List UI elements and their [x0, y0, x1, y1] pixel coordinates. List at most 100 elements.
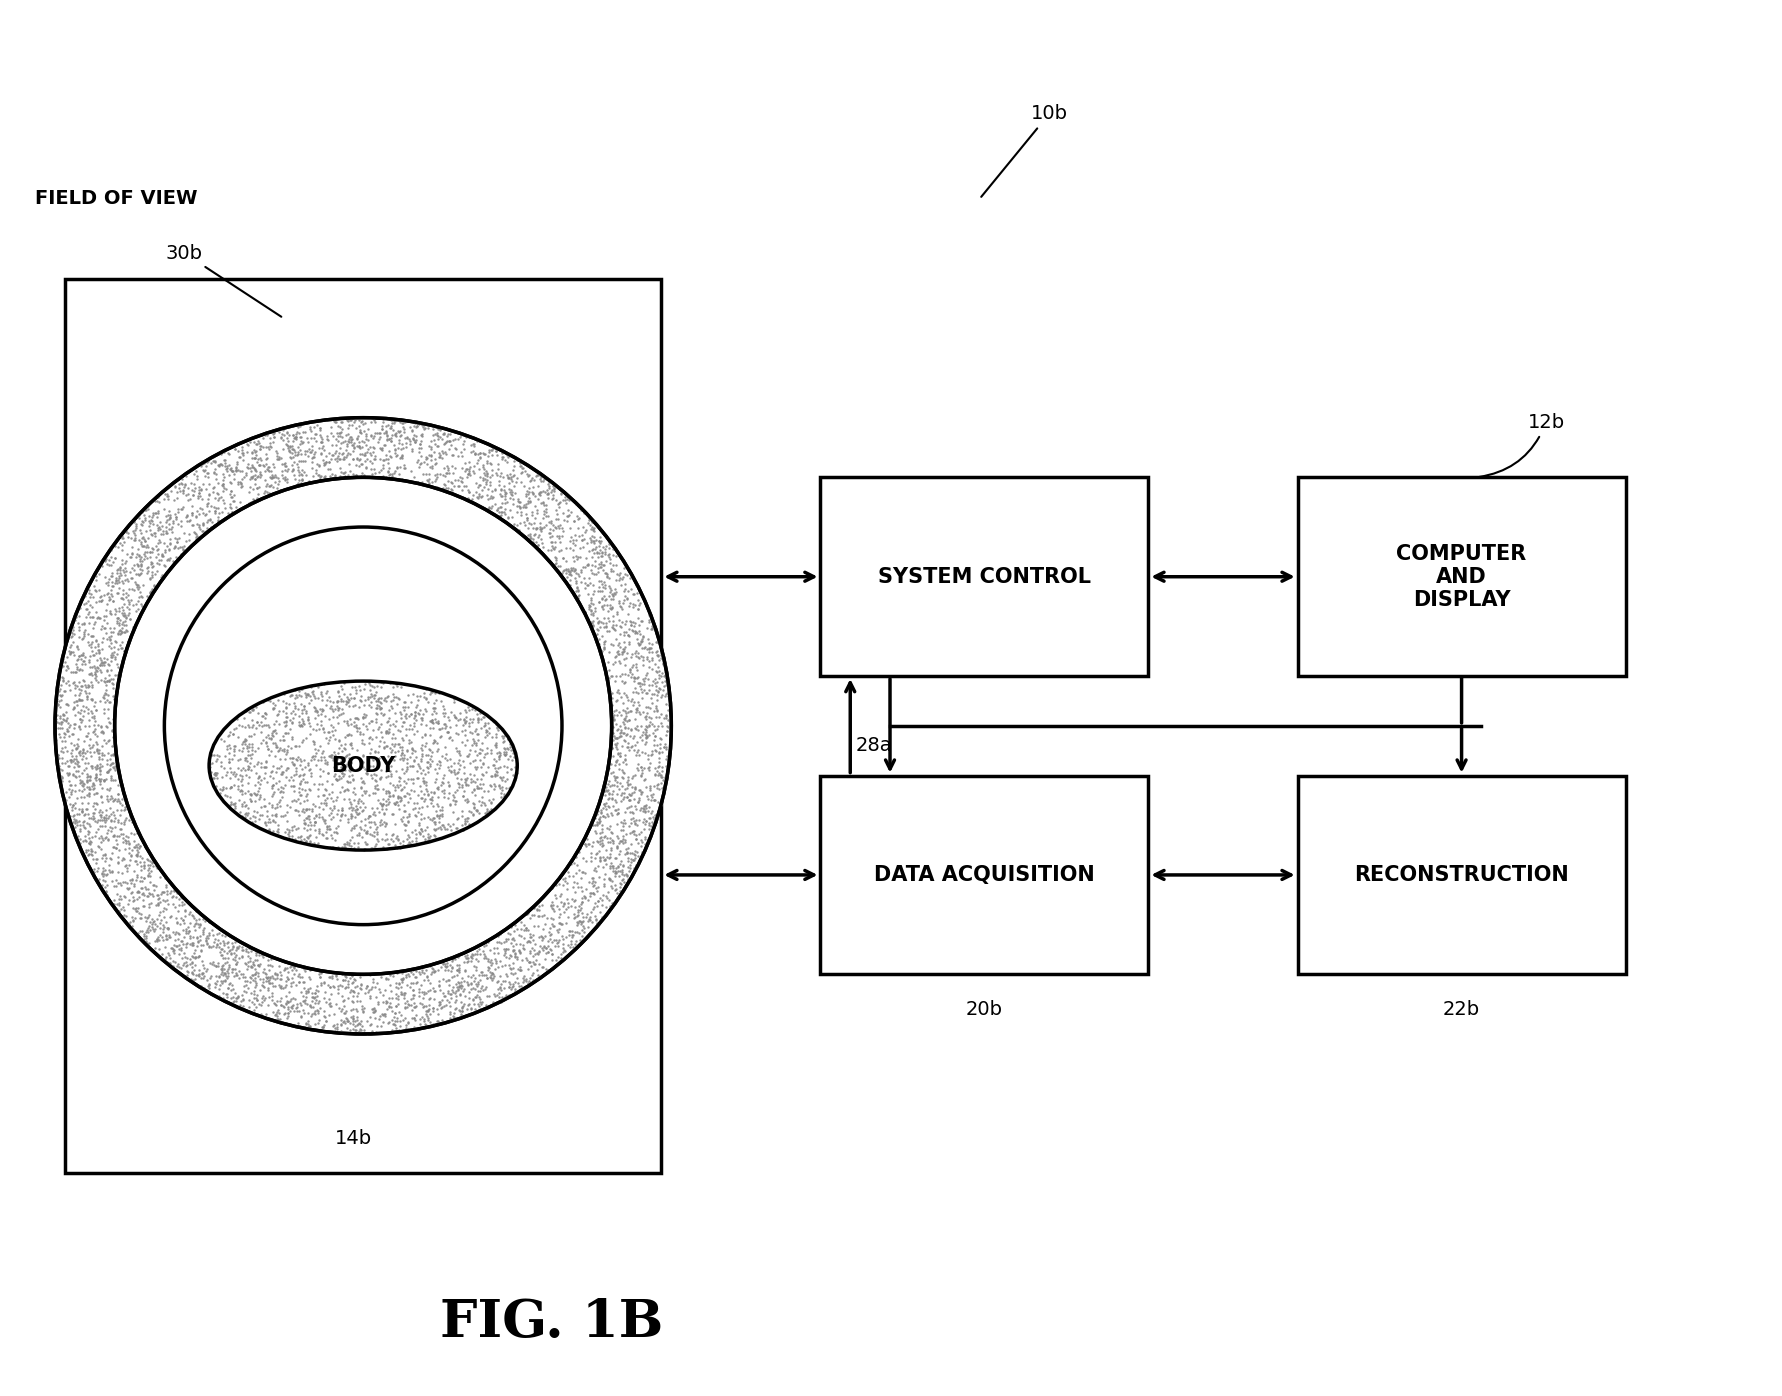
Point: [50, 722, 78, 744]
Point: [339, 789, 367, 811]
Point: [401, 1009, 429, 1032]
Point: [162, 546, 191, 568]
Point: [488, 725, 517, 747]
Point: [321, 443, 349, 465]
Point: [421, 683, 449, 705]
Point: [105, 567, 134, 589]
Point: [315, 994, 344, 1016]
Point: [397, 987, 426, 1009]
Point: [84, 757, 112, 779]
Point: [203, 934, 232, 956]
Point: [342, 429, 371, 451]
Point: [385, 733, 413, 755]
Point: [314, 729, 342, 751]
Point: [315, 451, 344, 473]
Point: [196, 761, 225, 783]
Point: [608, 812, 636, 835]
Point: [157, 881, 185, 903]
Point: [422, 466, 451, 489]
Point: [233, 433, 262, 455]
Point: [463, 965, 492, 987]
Point: [568, 556, 597, 578]
Point: [314, 974, 342, 997]
Point: [595, 846, 624, 868]
Point: [463, 744, 492, 766]
Point: [298, 986, 326, 1008]
Point: [472, 719, 501, 741]
Point: [164, 537, 192, 560]
Point: [551, 867, 579, 889]
Point: [207, 919, 235, 941]
Point: [182, 528, 210, 550]
Point: [71, 597, 100, 620]
Point: [299, 987, 328, 1009]
Point: [456, 945, 485, 967]
Point: [595, 551, 624, 574]
Point: [305, 718, 333, 740]
Point: [155, 508, 184, 530]
Point: [264, 699, 292, 722]
Point: [326, 780, 355, 803]
Point: [107, 637, 135, 659]
Point: [267, 447, 296, 469]
Point: [388, 969, 417, 991]
Point: [301, 699, 330, 722]
Point: [527, 905, 556, 927]
Point: [506, 959, 535, 981]
Point: [141, 878, 169, 900]
Point: [192, 960, 221, 983]
Point: [185, 934, 214, 956]
Point: [634, 638, 663, 660]
Point: [524, 926, 552, 948]
Point: [542, 886, 570, 909]
Point: [611, 702, 640, 725]
Point: [381, 761, 410, 783]
Point: [192, 969, 221, 991]
Point: [296, 958, 324, 980]
Point: [460, 730, 488, 752]
Text: SYSTEM CONTROL: SYSTEM CONTROL: [877, 567, 1091, 586]
Point: [264, 955, 292, 977]
Point: [358, 441, 387, 463]
Point: [132, 919, 160, 941]
Point: [643, 734, 672, 757]
Point: [513, 507, 542, 529]
Point: [169, 479, 198, 501]
Point: [488, 730, 517, 752]
Point: [592, 776, 620, 799]
Point: [584, 570, 613, 592]
Point: [305, 962, 333, 984]
Point: [301, 687, 330, 709]
Point: [258, 796, 287, 818]
Point: [237, 466, 266, 489]
Point: [488, 977, 517, 1000]
Point: [540, 546, 568, 568]
Point: [137, 510, 166, 532]
Point: [266, 776, 294, 799]
Point: [260, 470, 289, 493]
Point: [367, 702, 396, 725]
Point: [499, 956, 527, 979]
Point: [478, 967, 506, 990]
Point: [315, 797, 344, 819]
Point: [381, 438, 410, 461]
Point: [462, 480, 490, 503]
Point: [510, 459, 538, 482]
Point: [503, 948, 531, 970]
Point: [577, 554, 606, 577]
Point: [642, 807, 670, 829]
Point: [497, 976, 526, 998]
Point: [533, 482, 561, 504]
Point: [567, 524, 595, 546]
Point: [123, 839, 151, 861]
Point: [301, 741, 330, 764]
Point: [98, 565, 127, 588]
Point: [173, 937, 201, 959]
Point: [135, 567, 164, 589]
Point: [458, 729, 486, 751]
Point: [221, 716, 249, 738]
Point: [98, 575, 127, 597]
Point: [522, 959, 551, 981]
Point: [169, 952, 198, 974]
Point: [519, 528, 547, 550]
